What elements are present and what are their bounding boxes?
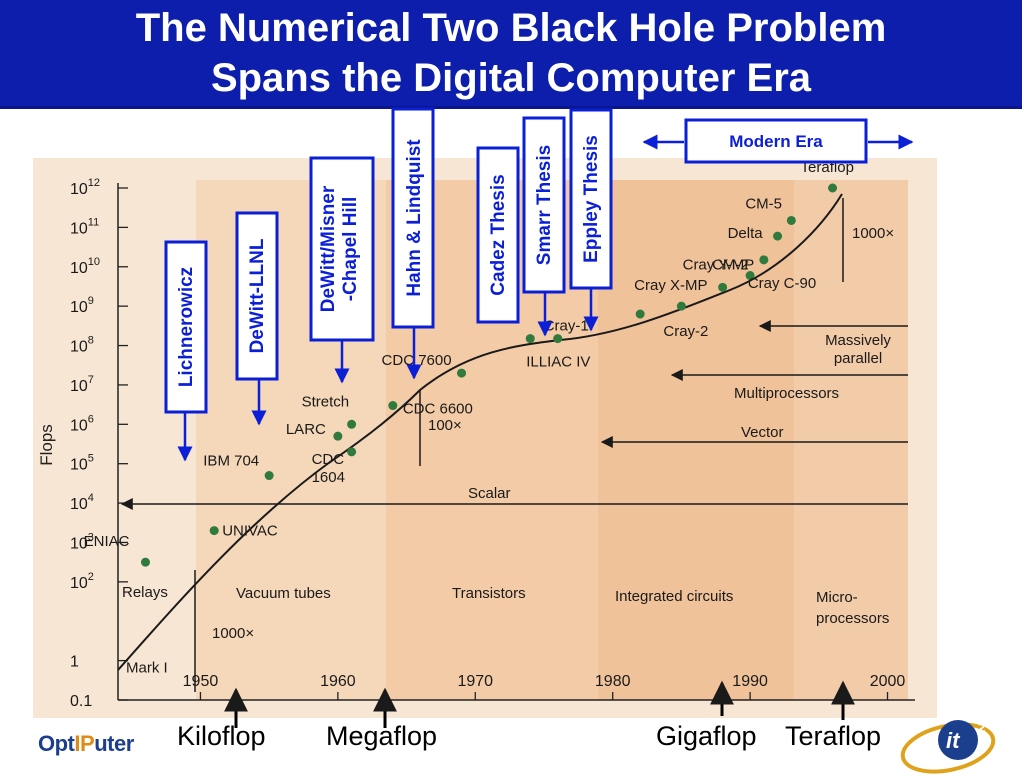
data-point (388, 401, 398, 411)
kiloflop-label: Kiloflop (177, 721, 266, 751)
data-point (759, 255, 769, 265)
marker-smarr-label: Smarr Thesis (534, 145, 555, 265)
era-vacuum: Vacuum tubes (236, 585, 331, 602)
data-point (140, 557, 150, 567)
data-point (745, 271, 755, 281)
data-point-label: Cray X-MP (634, 277, 707, 294)
optiputer-logo-uter: uter (94, 731, 134, 756)
data-point-label: CDC 7600 (382, 352, 452, 369)
data-point-label: Cray Y-MP (683, 256, 755, 273)
marker-dewitt-misner-label: DeWitt/Misner-Chapel Hill (318, 185, 361, 312)
data-point-label: ILLIAC IV (526, 354, 590, 371)
y-tick-label: 1 (70, 654, 79, 671)
parallel-label: Massively parallel (825, 332, 891, 367)
marker-hahn-lindquist-label: Hahn & Lindquist (404, 139, 425, 297)
data-point-label: Cray C-90 (748, 275, 816, 292)
data-point-label: Stretch (302, 393, 350, 410)
data-point (347, 419, 357, 429)
x-tick-labels: 1950 1960 1970 1980 1990 2000 (183, 673, 906, 700)
marker-smarr-box (522, 116, 566, 294)
marker-eppley-label: Eppley Thesis (581, 135, 602, 263)
data-point-label: UNIVAC (222, 523, 278, 540)
x-tick-label: 2000 (870, 673, 906, 690)
multiprocessors-label: Multiprocessors (734, 385, 839, 402)
data-point (635, 309, 645, 319)
thesis-markers: Lichnerowicz DeWitt-LLNL DeWitt/Misner-C… (164, 107, 613, 462)
marker-dewitt-misner-box (309, 156, 375, 342)
data-point-label: Delta (728, 225, 764, 242)
slide-title: The Numerical Two Black Hole Problem Spa… (0, 0, 1022, 109)
data-point (786, 215, 796, 225)
era-ic: Integrated circuits (615, 588, 733, 605)
data-point-label: IBM 704 (203, 453, 259, 470)
annotation-100x: 100× (428, 417, 462, 434)
data-point (264, 471, 274, 481)
data-point-label: LARC (286, 421, 326, 438)
band-ic (598, 180, 794, 700)
scalar-label: Scalar (468, 485, 511, 502)
data-point (718, 282, 728, 292)
x-tick-label: 1960 (320, 673, 356, 690)
data-point (457, 368, 467, 378)
title-line-2: Spans the Digital Computer Era (210, 56, 812, 100)
x-tick-label: 1970 (457, 673, 493, 690)
data-point (347, 447, 357, 457)
gigaflop-label: Gigaflop (656, 721, 757, 751)
vector-label: Vector (741, 424, 784, 441)
marker-dewitt-llnl-label: DeWitt-LLNL (247, 238, 268, 353)
data-point-label: CDC 6600 (403, 401, 473, 418)
marker-cadez-box (476, 146, 520, 324)
data-point-label: Cray-2 (663, 323, 708, 340)
it2-logo-text: it (946, 728, 961, 753)
data-point-label: CDC (312, 451, 345, 468)
data-point (333, 431, 343, 441)
x-tick-label: 1990 (732, 673, 768, 690)
modern-era-label: Modern Era (729, 132, 823, 151)
x-tick-label: 1980 (595, 673, 631, 690)
title-line-1: The Numerical Two Black Hole Problem (135, 6, 887, 50)
y-tick-label: 0.1 (70, 693, 92, 710)
optiputer-logo-opt: Opt (38, 731, 75, 756)
data-point-label-line2: 1604 (312, 469, 345, 486)
marker-lichnerowicz-label: Lichnerowicz (176, 267, 197, 387)
era-transistors: Transistors (452, 585, 526, 602)
x-tick-label: 1950 (183, 673, 219, 690)
modern-era-box (684, 118, 868, 164)
annotation-1000x-right: 1000× (852, 225, 894, 242)
data-point-label: CM-5 (745, 195, 782, 212)
data-point (209, 526, 219, 536)
teraflop-label: Teraflop (785, 721, 882, 751)
data-point-label: Cray-1 (544, 318, 589, 335)
data-point-label: Mark I (126, 660, 168, 677)
megaflop-label: Megaflop (326, 721, 438, 751)
annotation-1000x-left: 1000× (212, 625, 254, 642)
data-point (828, 183, 838, 193)
it2-logo: it 2 (900, 719, 996, 774)
data-point (676, 301, 686, 311)
y-axis-label: Flops (37, 424, 56, 466)
data-point (525, 334, 535, 344)
marker-dewitt-llnl-box (235, 211, 279, 381)
trend-curve (117, 193, 843, 671)
era-micro: Micro-processors (816, 589, 889, 627)
data-point-label: CM-2 (712, 257, 749, 274)
marker-cadez-label: Cadez Thesis (488, 174, 509, 295)
optiputer-logo: OptIPuter (38, 731, 134, 757)
data-point (773, 231, 783, 241)
band-micro (794, 180, 908, 700)
era-relays: Relays (122, 584, 168, 601)
optiputer-logo-ip: IP (74, 731, 95, 756)
data-point (553, 334, 563, 344)
data-point-label: ENIAC (84, 533, 130, 550)
it2-logo-sup: 2 (978, 719, 986, 735)
